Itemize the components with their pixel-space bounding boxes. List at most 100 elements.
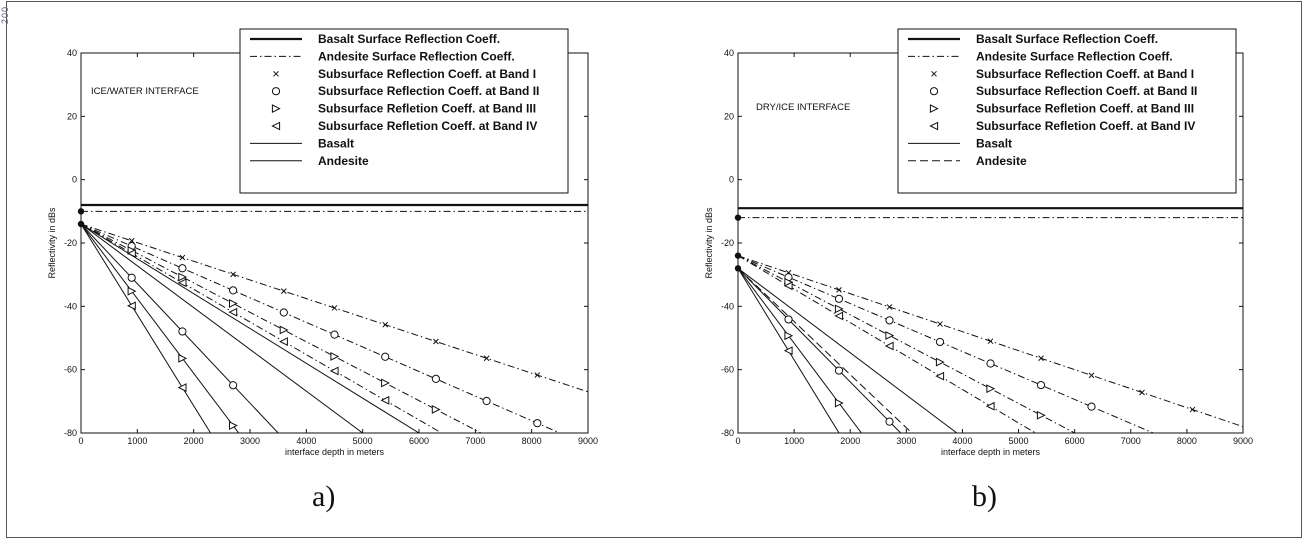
chart-a-marker-5-4 — [329, 366, 339, 376]
chart-a-annotation: ICE/WATER INTERFACE — [91, 86, 199, 97]
chart-a-ytick-label-2: -40 — [64, 301, 77, 311]
chart-a-origin-point-1 — [77, 220, 85, 228]
chart-b-xlabel: interface depth in meters — [941, 447, 1041, 457]
chart-b-legend-marker-2 — [931, 70, 937, 77]
chart-b-marker-4-2 — [885, 331, 895, 340]
chart-a-legend-label-6: Basalt — [318, 136, 354, 150]
chart-b-origin-point-2 — [734, 265, 742, 272]
chart-b-legend-marker-5 — [929, 121, 939, 131]
chart-b-marker-3-5 — [1036, 380, 1046, 390]
chart-b-marker-2-4 — [987, 338, 994, 345]
chart-a-marker-4-1 — [178, 272, 188, 282]
chart-b-marker-2-6 — [1088, 372, 1095, 379]
chart-b-xtick-label-2: 2000 — [840, 436, 860, 446]
chart-a-xtick-label-3: 3000 — [240, 436, 260, 446]
chart-b-origin-point-0 — [734, 214, 742, 221]
chart-a-legend-label-1: Andesite Surface Reflection Coeff. — [318, 49, 515, 63]
chart-a-marker-2-8 — [534, 372, 541, 378]
chart-b-legend-marker-4 — [929, 104, 939, 114]
chart-b-xtick-label-0: 0 — [735, 436, 740, 446]
chart-b-origin-point-1 — [734, 252, 742, 259]
chart-a-marker-2-1 — [179, 254, 186, 261]
chart-a-marker-2-7 — [483, 355, 490, 362]
chart-a-marker-3-5 — [381, 352, 390, 361]
chart-b-marker-5-1 — [834, 311, 844, 321]
chart-a-series-line-10 — [81, 223, 211, 433]
chart-b-marker-8-1 — [834, 366, 844, 375]
chart-b-marker-10-0 — [783, 346, 793, 356]
chart-a-marker-9-2 — [229, 421, 238, 430]
chart-b-xtick-label-3: 3000 — [896, 436, 916, 446]
chart-a-legend-label-5: Subsurface Refletion Coeff. at Band IV — [318, 119, 537, 133]
chart-b-marker-3-3 — [935, 337, 945, 347]
chart-a-xtick-label-2: 2000 — [184, 436, 204, 446]
chart-b-marker-8-0 — [784, 315, 793, 324]
chart-a-legend-marker-5 — [271, 121, 281, 131]
chart-b-ytick-label-3: -20 — [721, 238, 734, 248]
chart-a-legend-label-2: Subsurface Reflection Coeff. at Band I — [318, 67, 536, 81]
chart-b-marker-4-1 — [834, 304, 844, 314]
chart-a-xtick-label-9: 9000 — [578, 436, 598, 446]
chart-a-marker-2-3 — [280, 288, 287, 294]
chart-a-marker-5-1 — [177, 278, 187, 288]
chart-b-marker-5-0 — [783, 281, 793, 291]
chart-b-legend-marker-3 — [929, 87, 939, 96]
chart-b-xtick-label-8: 8000 — [1177, 436, 1197, 446]
chart-a-marker-10-0 — [126, 301, 136, 311]
chart-b-series-line-8 — [738, 267, 902, 433]
chart-a-series-line-7 — [81, 223, 363, 433]
chart-b-annotation: DRY/ICE INTERFACE — [756, 102, 850, 113]
chart-b-ytick-label-1: -60 — [721, 365, 734, 375]
figure-frame — [6, 1, 1302, 538]
chart-b-xtick-label-1: 1000 — [784, 436, 804, 446]
chart-b-xtick-label-6: 6000 — [1065, 436, 1085, 446]
chart-a-marker-8-2 — [229, 381, 238, 390]
chart-a-legend-label-7: Andesite — [318, 154, 369, 168]
chart-a-marker-4-2 — [229, 299, 238, 308]
chart-a-marker-5-3 — [279, 337, 288, 346]
chart-a-marker-4-6 — [431, 405, 441, 414]
chart-b-series-group — [738, 207, 1243, 433]
panel-label-b: b) — [972, 480, 997, 513]
chart-b-marker-2-8 — [1189, 406, 1196, 413]
chart-a-ylabel: Reflectivity in dBs — [47, 207, 57, 279]
chart-a-series-group — [81, 203, 588, 433]
chart-b-marker-5-3 — [935, 371, 945, 381]
chart-b-marker-3-6 — [1087, 402, 1096, 411]
chart-b-legend-label-1: Andesite Surface Reflection Coeff. — [976, 49, 1173, 63]
chart-a-marker-8-0 — [127, 273, 136, 282]
chart-a-series-line-8 — [81, 223, 279, 433]
chart-a-marker-3-3 — [279, 308, 288, 317]
chart-a-legend-label-4: Subsurface Refletion Coeff. at Band III — [318, 102, 536, 116]
chart-a-marker-4-5 — [381, 378, 390, 388]
chart-a-xtick-label-7: 7000 — [465, 436, 485, 446]
chart-a-marker-4-3 — [279, 325, 289, 335]
chart-a-marker-5-5 — [380, 395, 390, 405]
chart-a-marker-3-2 — [229, 286, 238, 295]
chart-b-marker-3-2 — [885, 316, 894, 325]
chart-b-legend-label-3: Subsurface Reflection Coeff. at Band II — [976, 84, 1197, 98]
chart-a-series-line-5 — [81, 223, 442, 433]
chart-a-series-line-3 — [81, 223, 561, 433]
panel-label-a: a) — [312, 480, 336, 513]
chart-b-xtick-label-5: 5000 — [1009, 436, 1029, 446]
chart-a-xtick-label-5: 5000 — [353, 436, 373, 446]
chart-a-xtick-label-4: 4000 — [296, 436, 316, 446]
chart-a-marker-5-2 — [228, 307, 238, 317]
chart-a-xtick-label-6: 6000 — [409, 436, 429, 446]
chart-a-marker-9-0 — [127, 286, 137, 296]
chart-a-legend-marker-2 — [273, 70, 279, 77]
chart-a-marker-3-6 — [431, 374, 440, 384]
chart-a-marker-4-4 — [330, 352, 340, 361]
chart-b-marker-5-4 — [985, 401, 995, 411]
chart-b-ylabel: Reflectivity in dBs — [704, 207, 714, 279]
chart-a-marker-2-5 — [382, 321, 389, 328]
chart-b-marker-2-1 — [836, 287, 842, 293]
chart-b-marker-2-2 — [886, 304, 893, 310]
chart-a-series-line-6 — [81, 223, 420, 433]
chart-b-legend-label-0: Basalt Surface Reflection Coeff. — [976, 32, 1158, 46]
chart-b-marker-4-4 — [986, 384, 996, 394]
chart-a-series-line-4 — [81, 223, 482, 433]
chart-b-xtick-label-9: 9000 — [1233, 436, 1253, 446]
